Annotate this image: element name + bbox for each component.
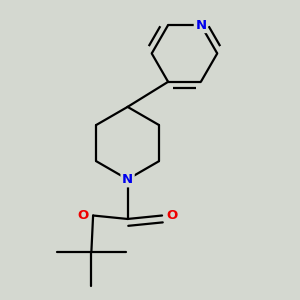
Text: N: N <box>195 19 206 32</box>
Text: O: O <box>166 209 177 222</box>
Text: O: O <box>78 209 89 222</box>
Text: N: N <box>122 173 133 186</box>
